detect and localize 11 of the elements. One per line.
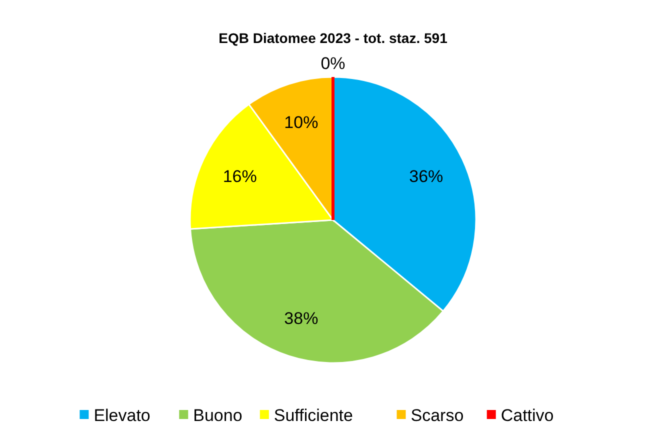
- legend-label: Cattivo: [500, 406, 554, 425]
- text: 0%: [320, 54, 346, 73]
- chart-title: EQB Diatomee 2023 - tot. staz. 591: [218, 30, 448, 46]
- legend-label: Sufficiente: [274, 406, 353, 425]
- legend-label: Buono: [193, 406, 242, 425]
- data-label: 10%: [284, 113, 318, 132]
- data-label: 36%: [409, 167, 444, 186]
- data-label: 16%: [222, 167, 257, 186]
- legend-label: Elevato: [94, 406, 150, 425]
- legend-label: Scarso: [410, 406, 464, 425]
- data-label: 38%: [284, 308, 318, 328]
